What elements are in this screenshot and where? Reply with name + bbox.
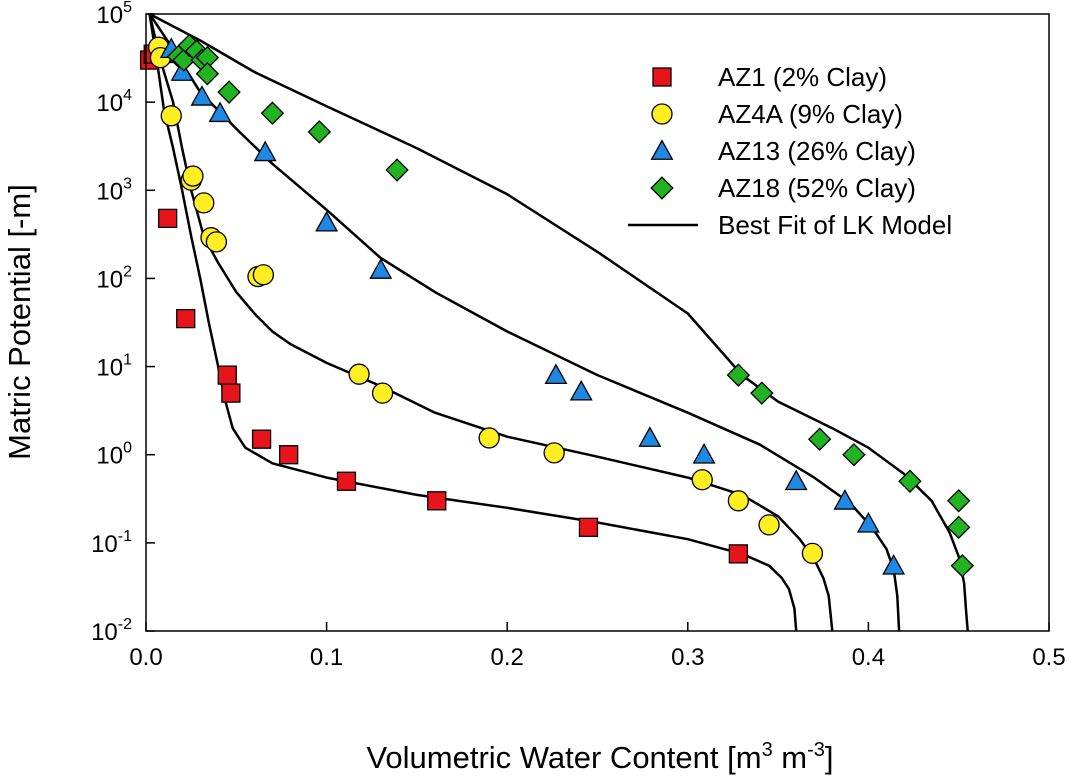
legend-label-fit: Best Fit of LK Model [718, 210, 952, 240]
x-axis-title-mid: m [773, 740, 807, 775]
point-az4a [727, 490, 750, 512]
fit-curve-line [149, 12, 969, 632]
point-az18 [807, 427, 832, 451]
point-az1 [221, 383, 241, 403]
legend-label-az13: AZ13 (26% Clay) [718, 136, 916, 166]
point-az13 [882, 554, 906, 575]
x-tick-label: 0.2 [491, 644, 524, 671]
y-tick-label: 104 [96, 87, 132, 117]
point-az13 [692, 443, 716, 464]
point-az4a [371, 382, 394, 404]
point-az18 [260, 101, 285, 125]
point-az4a [160, 105, 182, 127]
y-tick-label: 102 [96, 263, 132, 293]
point-az18 [898, 469, 922, 493]
point-az1 [251, 429, 272, 449]
x-tick-label: 0.1 [310, 644, 343, 671]
x-tick-label: 0.0 [129, 644, 162, 671]
axis-ticks-layer: 0.0 0.1 0.2 0.3 0.4 0.5 105 104 103 102 101 100 10-1… [91, 0, 1066, 671]
point-az1 [427, 491, 447, 511]
point-az4a [182, 165, 204, 187]
legend-marker-az1 [652, 67, 672, 87]
x-tick-label: 0.5 [1032, 644, 1065, 671]
point-az4a [543, 442, 565, 464]
point-az13 [638, 426, 662, 447]
point-az4a [193, 192, 215, 214]
point-az18 [726, 363, 751, 387]
fit-curve-line [148, 13, 901, 632]
legend-marker-az13 [650, 139, 674, 160]
y-tick-label: 103 [96, 175, 132, 205]
y-axis-title: Matric Potential [-m] [2, 184, 37, 460]
x-tick-label: 0.3 [671, 644, 704, 671]
legend: AZ1 (2% Clay) AZ4A (9% Clay) AZ13 (26% Cla… [628, 62, 952, 240]
point-az18 [842, 442, 866, 467]
legend-marker-az18 [650, 176, 674, 200]
y-tick-label: 101 [96, 352, 132, 382]
y-tick-label: 10-2 [91, 616, 132, 646]
point-az1 [217, 365, 237, 385]
fit-curve-line [148, 13, 798, 632]
point-az13 [833, 489, 857, 510]
point-az4a [691, 469, 713, 491]
point-az18 [946, 489, 971, 513]
x-axis-title-sup2: -3 [807, 739, 825, 761]
point-az13 [315, 210, 339, 232]
point-az1 [158, 208, 178, 229]
point-az4a [758, 514, 780, 536]
point-az13 [208, 101, 232, 123]
point-az1 [279, 445, 299, 465]
point-az18 [385, 158, 409, 182]
point-az18 [307, 120, 332, 144]
point-az18 [750, 381, 774, 405]
point-az18 [217, 80, 241, 104]
y-tick-label: 105 [96, 0, 132, 29]
point-az1 [176, 308, 196, 329]
x-axis-title-end: ] [825, 740, 834, 775]
plot-frame [145, 13, 1050, 632]
point-az13 [856, 511, 880, 533]
point-az13 [170, 60, 194, 81]
point-az4a [478, 427, 500, 449]
point-az13 [253, 140, 277, 162]
legend-label-az1: AZ1 (2% Clay) [718, 62, 887, 92]
legend-marker-az4a [651, 103, 673, 125]
x-axis-title-sup1: 3 [762, 739, 773, 761]
point-az13 [190, 85, 214, 106]
x-axis-title: Volumetric Water Content [m3 m-3] [366, 739, 833, 775]
point-az4a [348, 363, 370, 385]
point-az4a [801, 542, 824, 565]
point-az18 [950, 554, 975, 578]
legend-label-az4a: AZ4A (9% Clay) [718, 99, 903, 129]
point-az1 [578, 517, 599, 537]
point-az13 [544, 363, 568, 385]
point-az13 [569, 379, 593, 401]
y-tick-label: 100 [96, 440, 132, 470]
y-tick-label: 10-1 [91, 528, 132, 558]
x-tick-label: 0.4 [852, 644, 885, 671]
data-points-layer [139, 33, 975, 578]
legend-label-az18: AZ18 (52% Clay) [718, 173, 916, 203]
point-az13 [784, 469, 808, 491]
x-axis-title-main: Volumetric Water Content [m [366, 740, 761, 775]
point-az13 [369, 258, 393, 279]
point-az4a [252, 264, 275, 286]
point-az4a [205, 231, 228, 253]
point-az1 [336, 471, 357, 491]
point-az18 [946, 515, 971, 540]
point-az1 [728, 544, 749, 564]
point-az18 [195, 62, 220, 86]
